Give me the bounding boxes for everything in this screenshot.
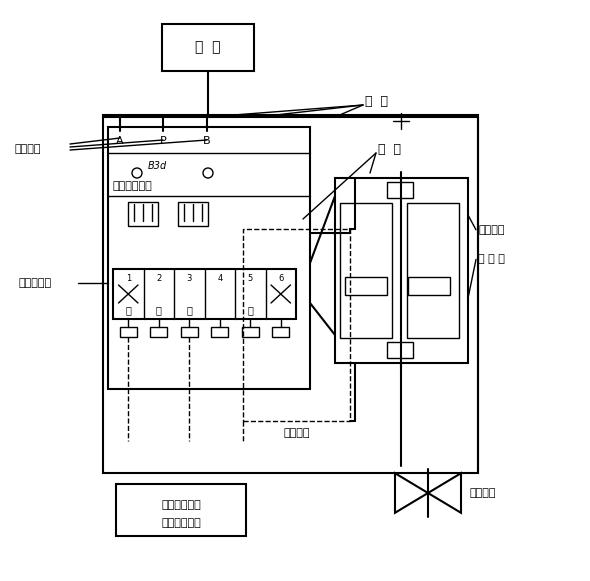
- Bar: [150, 327, 168, 337]
- Text: 4: 4: [217, 274, 222, 282]
- Text: 气  管: 气 管: [365, 95, 388, 107]
- Text: 3: 3: [186, 274, 192, 282]
- Bar: [113, 269, 296, 319]
- Text: B: B: [203, 136, 211, 146]
- Bar: [211, 327, 228, 337]
- Text: P: P: [160, 136, 166, 146]
- Bar: [387, 182, 413, 198]
- Text: 防爆控制笱: 防爆控制笱: [18, 278, 51, 288]
- Text: 开: 开: [186, 305, 192, 315]
- Text: 回 诉 器: 回 诉 器: [478, 254, 505, 264]
- Bar: [345, 277, 387, 295]
- Bar: [340, 203, 392, 338]
- Bar: [116, 484, 246, 536]
- Text: 防爆软管: 防爆软管: [283, 428, 310, 438]
- Text: 1: 1: [126, 274, 131, 282]
- Bar: [407, 203, 459, 338]
- Text: 回诉信号输入: 回诉信号输入: [161, 518, 201, 528]
- Bar: [162, 24, 254, 71]
- Bar: [243, 229, 350, 421]
- Text: 气  源: 气 源: [195, 40, 221, 54]
- Bar: [181, 327, 198, 337]
- Bar: [128, 202, 158, 226]
- Text: 防爆阀位: 防爆阀位: [478, 225, 504, 235]
- Bar: [242, 327, 259, 337]
- Text: 手控按鈕: 手控按鈕: [14, 144, 41, 154]
- Text: 5: 5: [248, 274, 253, 282]
- Bar: [103, 115, 478, 473]
- Bar: [178, 202, 208, 226]
- Text: 关: 关: [247, 305, 253, 315]
- Text: 电磁气阀线圈: 电磁气阀线圈: [112, 181, 152, 191]
- Text: B3d: B3d: [148, 161, 167, 171]
- Text: 2: 2: [156, 274, 162, 282]
- Text: 开: 开: [156, 305, 162, 315]
- Bar: [408, 277, 450, 295]
- Text: 6: 6: [278, 274, 283, 282]
- Text: 气动阀阀: 气动阀阀: [469, 488, 496, 498]
- Bar: [272, 327, 289, 337]
- Bar: [335, 178, 468, 363]
- Bar: [108, 127, 310, 389]
- Text: A: A: [116, 136, 124, 146]
- Text: 气  缆: 气 缆: [378, 142, 401, 156]
- Text: 控制信号输出: 控制信号输出: [161, 500, 201, 510]
- Bar: [387, 342, 413, 358]
- Text: 关: 关: [125, 305, 131, 315]
- Bar: [120, 327, 137, 337]
